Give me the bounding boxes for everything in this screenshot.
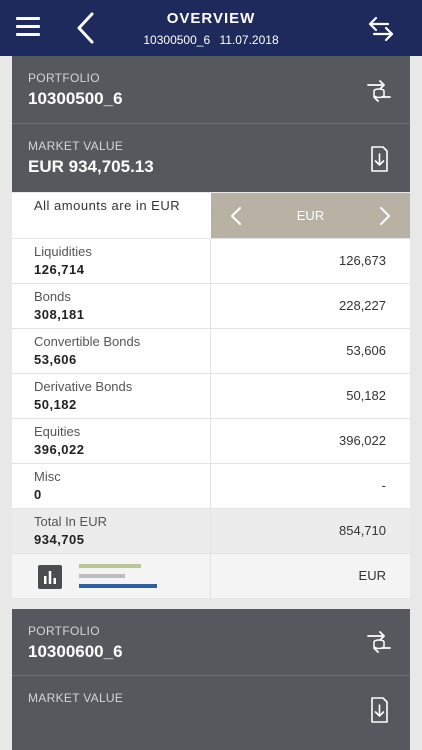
table-row[interactable]: Liquidities 126,714 126,673 (12, 238, 410, 283)
table-header: All amounts are in EUR EUR (12, 193, 410, 238)
portfolio-value: 10300500_6 (28, 89, 123, 108)
portfolio-value: 10300600_6 (28, 642, 123, 661)
download-document-icon[interactable] (364, 144, 394, 174)
row-amount: 53,606 (34, 352, 77, 367)
total-label: Total In EUR (34, 514, 107, 529)
portfolio-switch-icon[interactable] (364, 627, 394, 657)
allocation-table: All amounts are in EUR EUR Liquidities 1… (12, 193, 410, 599)
table-row[interactable]: Convertible Bonds 53,606 53,606 (12, 328, 410, 373)
total-value: 854,710 (339, 523, 386, 538)
table-row[interactable]: Misc 0 - (12, 463, 410, 508)
card-divider (12, 123, 410, 124)
card-divider (12, 675, 410, 676)
row-name: Bonds (34, 289, 71, 304)
row-amount: 50,182 (34, 397, 77, 412)
table-footer: EUR (12, 553, 410, 599)
row-name: Liquidities (34, 244, 92, 259)
total-amount: 934,705 (34, 532, 85, 547)
currency-code: EUR (296, 208, 325, 223)
chevron-right-icon[interactable] (378, 205, 392, 227)
bar-chart-icon[interactable] (38, 565, 62, 589)
top-bar: OVERVIEW 10300500_6 11.07.2018 (0, 0, 422, 56)
row-amount: 396,022 (34, 442, 85, 457)
footer-currency: EUR (358, 568, 386, 583)
legend-bar-3 (79, 584, 157, 588)
row-name: Derivative Bonds (34, 379, 133, 394)
row-value: - (381, 478, 386, 493)
row-amount: 0 (34, 487, 42, 502)
page-title: OVERVIEW (166, 10, 256, 27)
portfolio-label: PORTFOLIO (28, 71, 100, 85)
market-value-label: MARKET VALUE (28, 139, 124, 153)
currency-selector: EUR (211, 193, 410, 238)
row-name: Equities (34, 424, 81, 439)
legend-bar-1 (79, 564, 141, 568)
portfolio-switch-icon[interactable] (364, 76, 394, 106)
amounts-note: All amounts are in EUR (34, 198, 181, 213)
swap-arrows-icon[interactable] (366, 14, 396, 42)
hamburger-menu-icon[interactable] (16, 17, 40, 37)
legend-bar-2 (79, 574, 125, 578)
row-name: Misc (34, 469, 61, 484)
chevron-left-icon[interactable] (72, 10, 100, 46)
portfolio-label: PORTFOLIO (28, 624, 100, 638)
row-amount: 308,181 (34, 307, 85, 322)
market-value-label: MARKET VALUE (28, 691, 124, 705)
page-subtitle: 10300500_6 11.07.2018 (143, 33, 279, 47)
row-name: Convertible Bonds (34, 334, 141, 349)
row-value: 228,227 (339, 298, 386, 313)
row-amount: 126,714 (34, 262, 85, 277)
portfolio-card: PORTFOLIO 10300600_6 MARKET VALUE (12, 609, 410, 750)
table-row[interactable]: Derivative Bonds 50,182 50,182 (12, 373, 410, 418)
row-value: 50,182 (346, 388, 386, 403)
chevron-left-icon[interactable] (229, 205, 243, 227)
portfolio-card: PORTFOLIO 10300500_6 MARKET VALUE EUR 93… (12, 56, 410, 192)
row-value: 396,022 (339, 433, 386, 448)
download-document-icon[interactable] (364, 695, 394, 725)
row-value: 126,673 (339, 253, 386, 268)
total-row: Total In EUR 934,705 854,710 (12, 508, 410, 553)
table-row[interactable]: Bonds 308,181 228,227 (12, 283, 410, 328)
row-value: 53,606 (346, 343, 386, 358)
table-row[interactable]: Equities 396,022 396,022 (12, 418, 410, 463)
market-value: EUR 934,705.13 (28, 157, 154, 176)
